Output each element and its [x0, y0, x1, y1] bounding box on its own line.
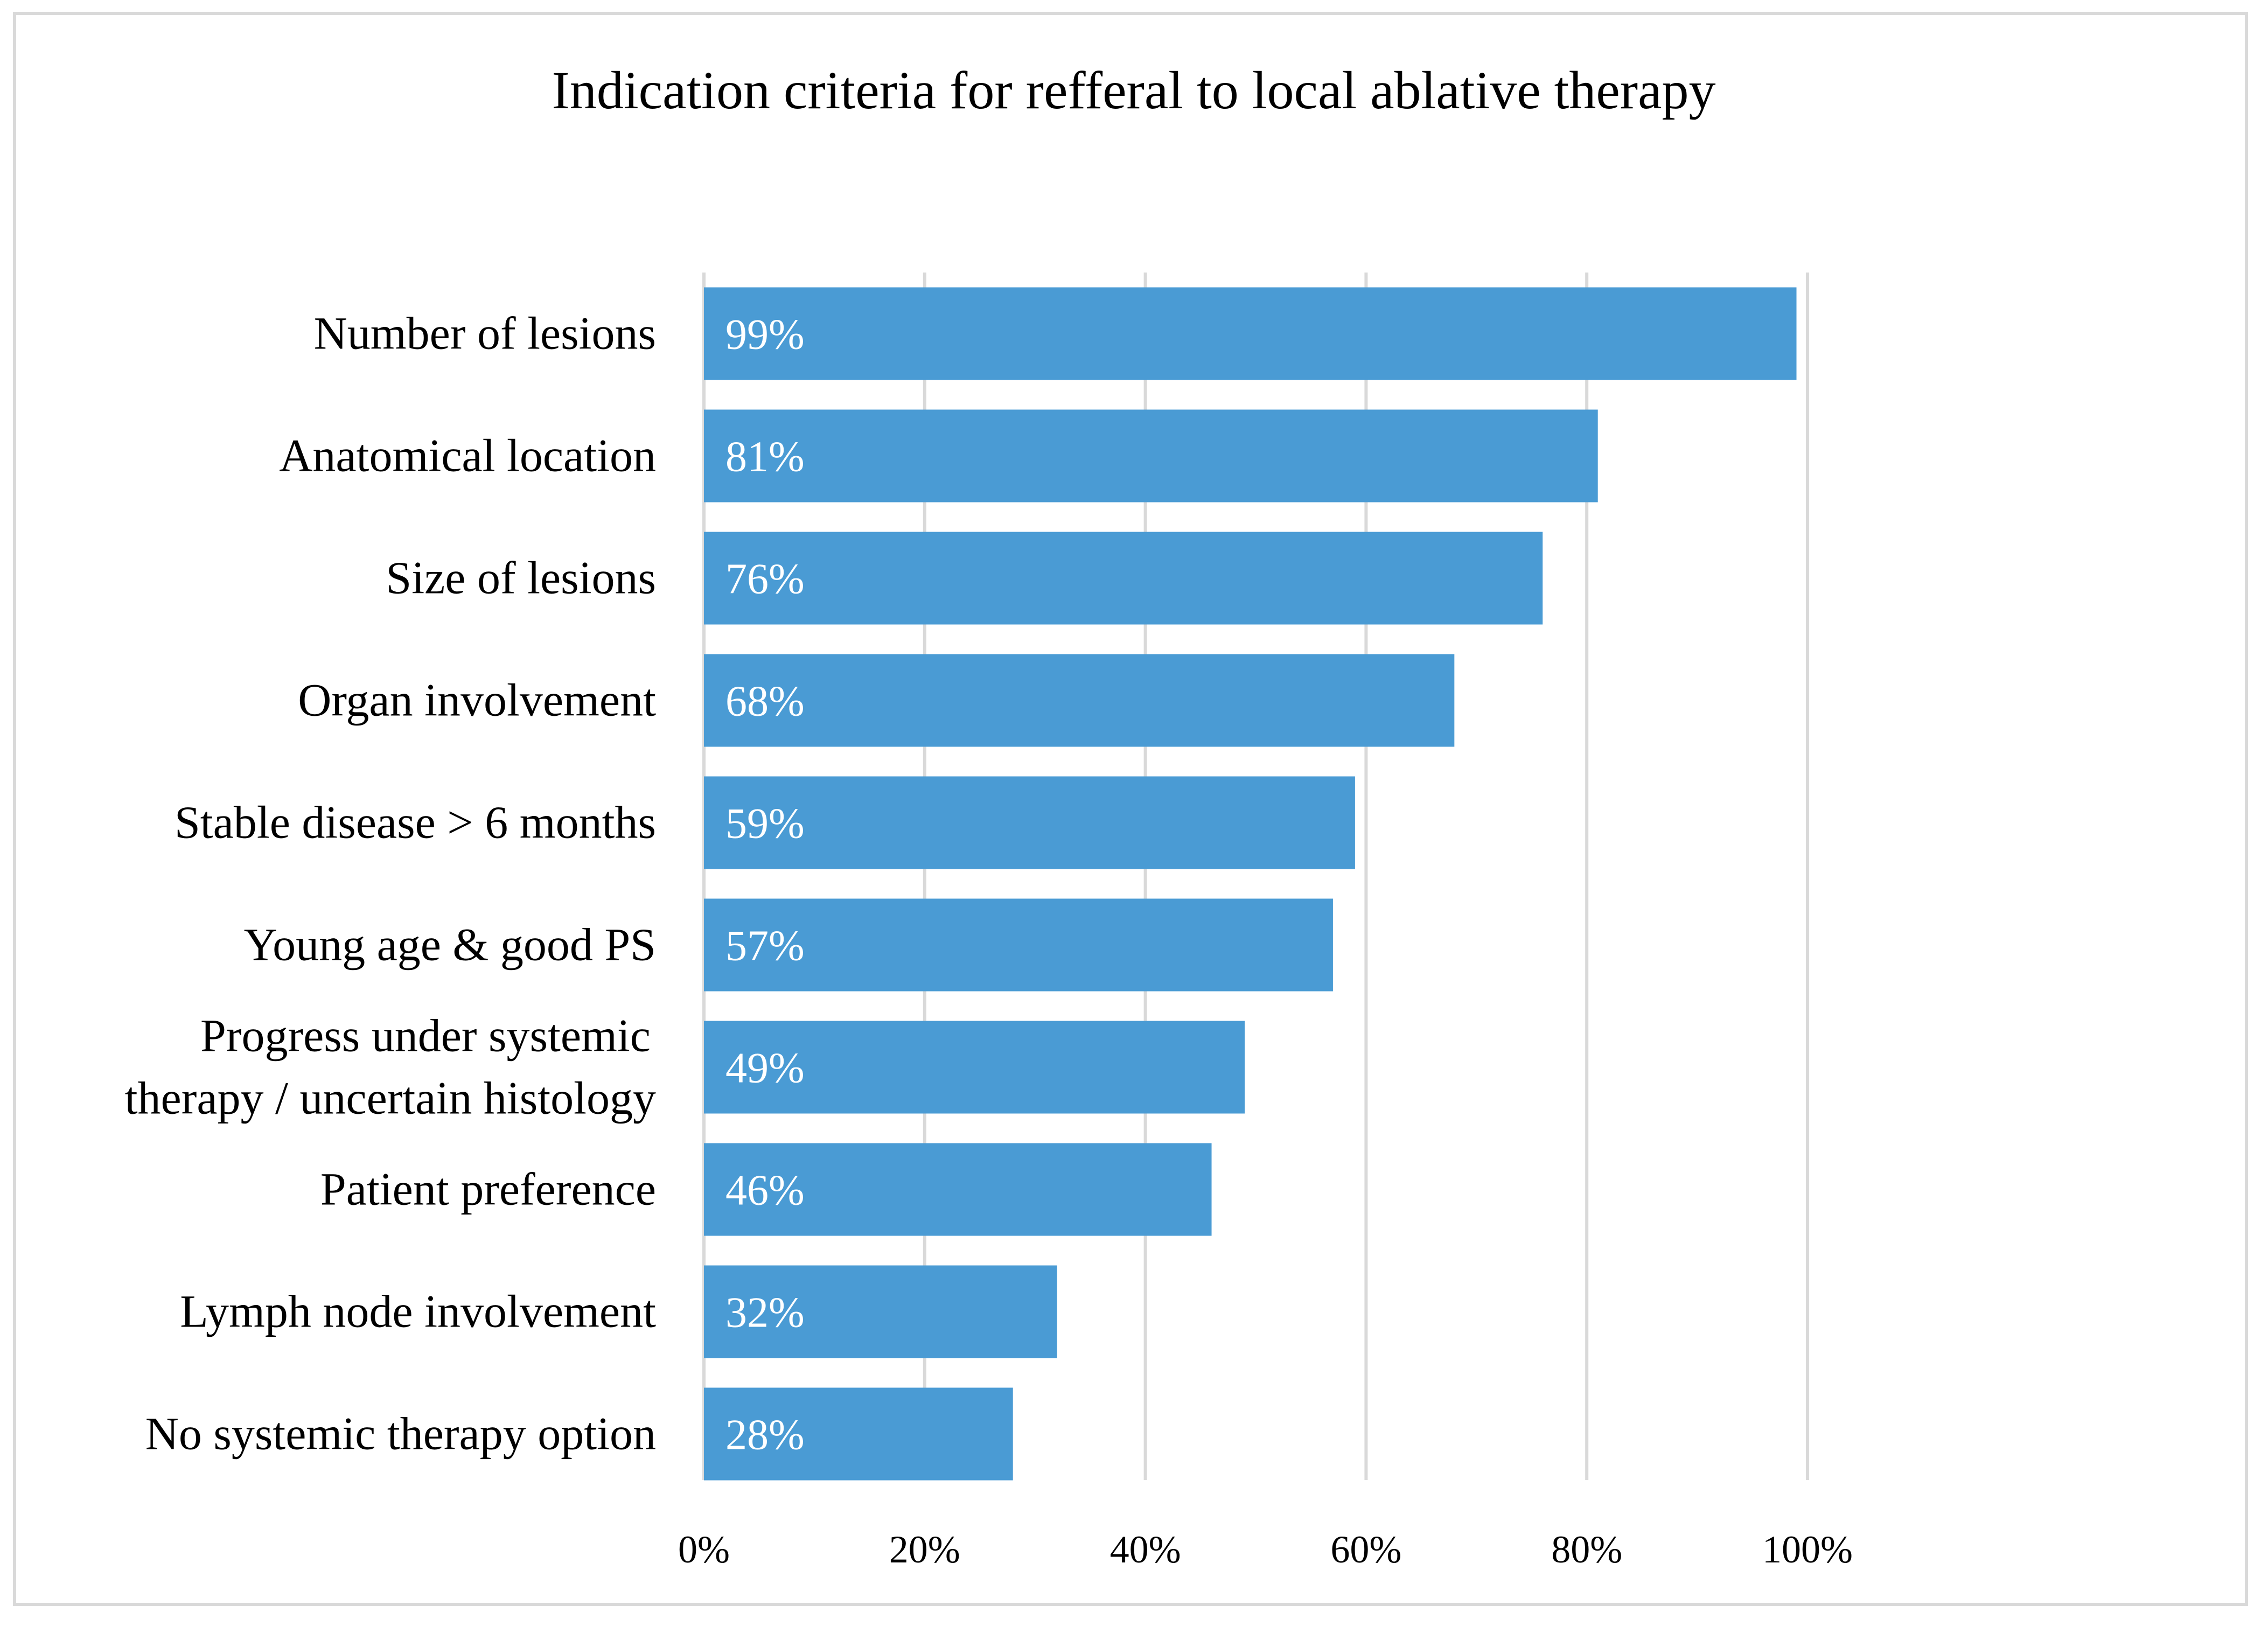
- data-label: 32%: [725, 1289, 805, 1337]
- bar: [704, 1265, 1057, 1358]
- category-label: Organ involvement: [298, 674, 656, 726]
- category-labels: Number of lesions Anatomical location Size…: [125, 308, 656, 1460]
- bar: [704, 654, 1455, 747]
- bar: [704, 1143, 1212, 1236]
- category-label: Progress under systemic: [200, 1010, 651, 1062]
- data-label: 28%: [725, 1412, 805, 1459]
- category-label: No systemic therapy option: [145, 1408, 656, 1460]
- data-label: 57%: [725, 923, 805, 970]
- chart-frame: Indication criteria for refferal to loca…: [13, 12, 2248, 1606]
- category-label: Young age & good PS: [244, 919, 656, 971]
- category-label: Lymph node involvement: [180, 1286, 656, 1337]
- x-tick-label: 20%: [889, 1528, 960, 1571]
- data-label: 99%: [725, 311, 805, 359]
- bar: [704, 898, 1333, 992]
- bar: [704, 532, 1543, 625]
- category-label: Stable disease > 6 months: [175, 797, 656, 848]
- bar: [704, 776, 1355, 869]
- category-label: Anatomical location: [279, 430, 656, 481]
- data-label: 68%: [725, 678, 805, 725]
- bars: 99% 81% 76% 68% 59% 57% 49% 46% 32% 28%: [704, 287, 1797, 1481]
- x-tick-label: 100%: [1762, 1528, 1853, 1571]
- category-label: Size of lesions: [386, 552, 656, 604]
- bar: [704, 1387, 1013, 1481]
- bar: [704, 287, 1797, 380]
- x-tick-label: 60%: [1330, 1528, 1401, 1571]
- data-label: 59%: [725, 800, 805, 848]
- x-tick-label: 0%: [678, 1528, 730, 1571]
- x-tick-label: 40%: [1110, 1528, 1181, 1571]
- data-label: 49%: [725, 1045, 805, 1092]
- chart-title: Indication criteria for refferal to loca…: [552, 60, 1716, 120]
- category-label: Patient preference: [320, 1163, 656, 1215]
- category-label: Number of lesions: [314, 308, 656, 359]
- category-label: therapy / uncertain histology: [125, 1072, 656, 1124]
- x-axis-tick-labels: 0% 20% 40% 60% 80% 100%: [678, 1528, 1853, 1571]
- chart-svg: Indication criteria for refferal to loca…: [125, 60, 1853, 1571]
- bar: [704, 1021, 1245, 1114]
- data-label: 76%: [725, 556, 805, 603]
- data-label: 81%: [725, 434, 805, 481]
- bar: [704, 409, 1598, 503]
- x-tick-label: 80%: [1551, 1528, 1622, 1571]
- data-label: 46%: [725, 1167, 805, 1215]
